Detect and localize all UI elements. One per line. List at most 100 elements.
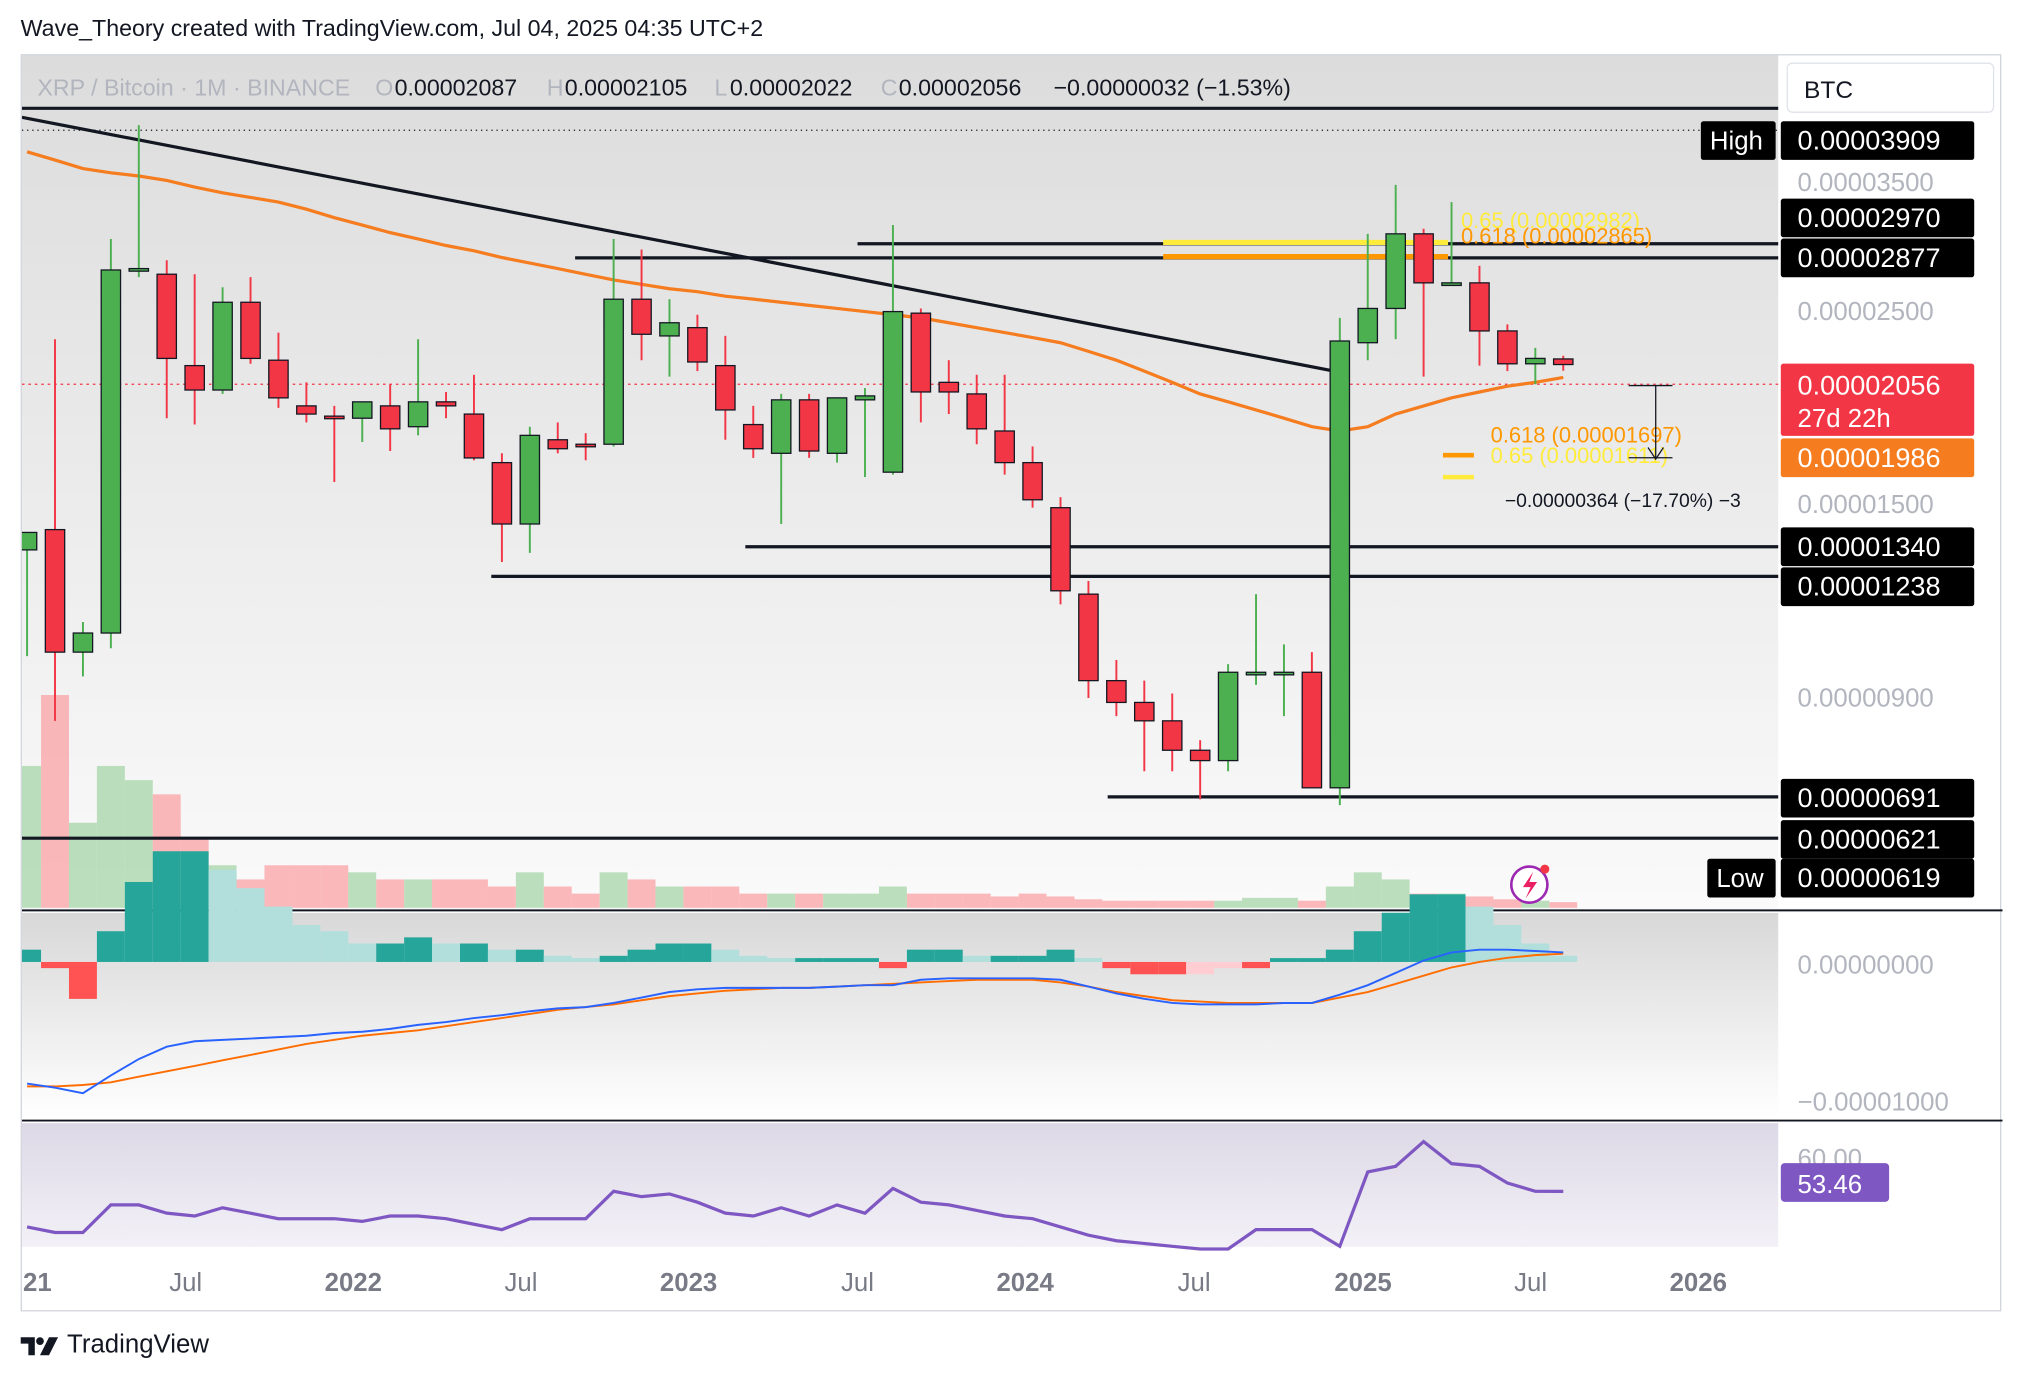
volume-bar (1186, 900, 1215, 908)
macd-histogram-bar (711, 949, 740, 962)
candle-body[interactable] (715, 364, 736, 411)
macd-histogram-bar (124, 882, 153, 962)
candle-body[interactable] (687, 326, 708, 363)
countdown-text: 27d 22h (1798, 405, 1891, 433)
candle-body[interactable] (1078, 593, 1099, 682)
macd-histogram-bar (1297, 958, 1326, 962)
descending-trendline[interactable] (21, 115, 1343, 375)
volume-bar (543, 886, 572, 908)
candle-body[interactable] (1022, 461, 1043, 501)
volume-bar (795, 893, 824, 908)
macd-histogram-bar (236, 888, 265, 962)
candle-body[interactable] (1497, 330, 1518, 365)
macd-histogram-bar (906, 949, 935, 962)
candle-body[interactable] (435, 401, 457, 407)
candle-body[interactable] (156, 273, 178, 360)
candle-body[interactable] (1106, 679, 1127, 704)
candle-body[interactable] (1133, 701, 1155, 722)
candle-body[interactable] (1329, 340, 1351, 789)
candle-body[interactable] (882, 310, 904, 473)
candle-body[interactable] (826, 397, 848, 454)
candle-body[interactable] (1552, 358, 1574, 366)
candle-body[interactable] (1161, 720, 1183, 751)
candle-body[interactable] (575, 443, 597, 448)
candle-body[interactable] (1189, 749, 1211, 762)
candle-body[interactable] (1385, 233, 1406, 310)
close-label: C (881, 74, 898, 100)
candle-body[interactable] (296, 405, 317, 415)
candle-body[interactable] (547, 439, 569, 450)
level-3-text: 0.00001238 (1798, 571, 1941, 602)
candle-body[interactable] (16, 531, 38, 551)
symbol-name[interactable]: XRP / Bitcoin · 1M · BINANCE (37, 74, 350, 100)
price-tick: 0.00001500 (1798, 491, 1934, 519)
candle-body[interactable] (240, 301, 261, 360)
candle-body[interactable] (491, 461, 513, 525)
candle-body[interactable] (72, 632, 94, 653)
volume-bar (68, 822, 97, 908)
ema-tag-text: 0.00001986 (1798, 442, 1941, 473)
candle-body[interactable] (603, 298, 624, 445)
open-value: 0.00002087 (395, 74, 518, 100)
macd-line[interactable] (26, 948, 1564, 1095)
candle-body[interactable] (910, 312, 932, 393)
measure-label: −0.00000364 (−17.70%) −3 (1505, 490, 1741, 512)
candle-body[interactable] (938, 381, 960, 393)
candle-body[interactable] (351, 401, 373, 419)
currency-selector[interactable] (1786, 62, 1995, 113)
candle-body[interactable] (519, 434, 541, 525)
candle-body[interactable] (100, 269, 122, 634)
candle-body[interactable] (1441, 282, 1462, 287)
macd-histogram-bar (1018, 955, 1047, 962)
chart-container[interactable]: 0.65 (0.00002982) 0.618 (0.00002865) 0.618… (13, 54, 2003, 1312)
candle-body[interactable] (1217, 671, 1239, 762)
candle-body[interactable] (323, 415, 345, 420)
candle-body[interactable] (631, 298, 652, 335)
macd-histogram-bar (432, 943, 461, 962)
candle-body[interactable] (659, 322, 680, 337)
level-5-tag (1780, 820, 1975, 859)
candle-body[interactable] (854, 395, 876, 401)
volume-bar (404, 879, 433, 908)
volume-bar (1102, 900, 1131, 908)
price-chart[interactable]: 0.65 (0.00002982)0.618 (0.00002865) 0.618… (13, 55, 2003, 1312)
macd-histogram-bar (767, 958, 796, 962)
footer[interactable]: TradingView (20, 1331, 209, 1361)
macd-histogram-bar (851, 958, 879, 962)
candle-body[interactable] (1413, 233, 1434, 284)
candle-body[interactable] (1357, 307, 1379, 344)
high-value-tag (1780, 121, 1975, 160)
candle-body[interactable] (1301, 671, 1323, 789)
candle-body[interactable] (1525, 357, 1546, 365)
ema-line[interactable] (26, 150, 1564, 433)
candle-body[interactable] (463, 413, 485, 459)
rsi-line[interactable] (26, 1139, 1564, 1251)
volume-bar (460, 879, 488, 908)
candle-body[interactable] (212, 301, 233, 391)
candle-body[interactable] (770, 399, 792, 454)
macd-histogram-bar (655, 943, 684, 962)
candle-body[interactable] (742, 423, 764, 450)
macd-histogram-bar (934, 949, 963, 962)
volume-bar (1465, 896, 1494, 908)
candle-body[interactable] (1245, 671, 1267, 676)
macd-histogram-bar (1521, 943, 1550, 962)
macd-histogram-bar (404, 937, 433, 962)
fib-upper-065-label: 0.65 (0.00002982) (1461, 208, 1640, 233)
volume-bar (1074, 899, 1103, 908)
candle-body[interactable] (798, 399, 820, 452)
macd-histogram-bar (96, 931, 125, 962)
candle-body[interactable] (966, 393, 988, 430)
candle-body[interactable] (994, 430, 1015, 464)
candle-body[interactable] (44, 528, 66, 653)
candle-body[interactable] (379, 405, 401, 430)
candle-body[interactable] (128, 267, 150, 272)
candle-body[interactable] (407, 401, 429, 428)
candle-body[interactable] (1273, 671, 1295, 676)
candle-body[interactable] (1050, 507, 1071, 592)
volume-bar (934, 893, 963, 908)
candle-body[interactable] (268, 359, 289, 399)
candle-body[interactable] (184, 364, 205, 391)
flash-icon[interactable] (1510, 864, 1550, 904)
candle-body[interactable] (1469, 282, 1490, 332)
